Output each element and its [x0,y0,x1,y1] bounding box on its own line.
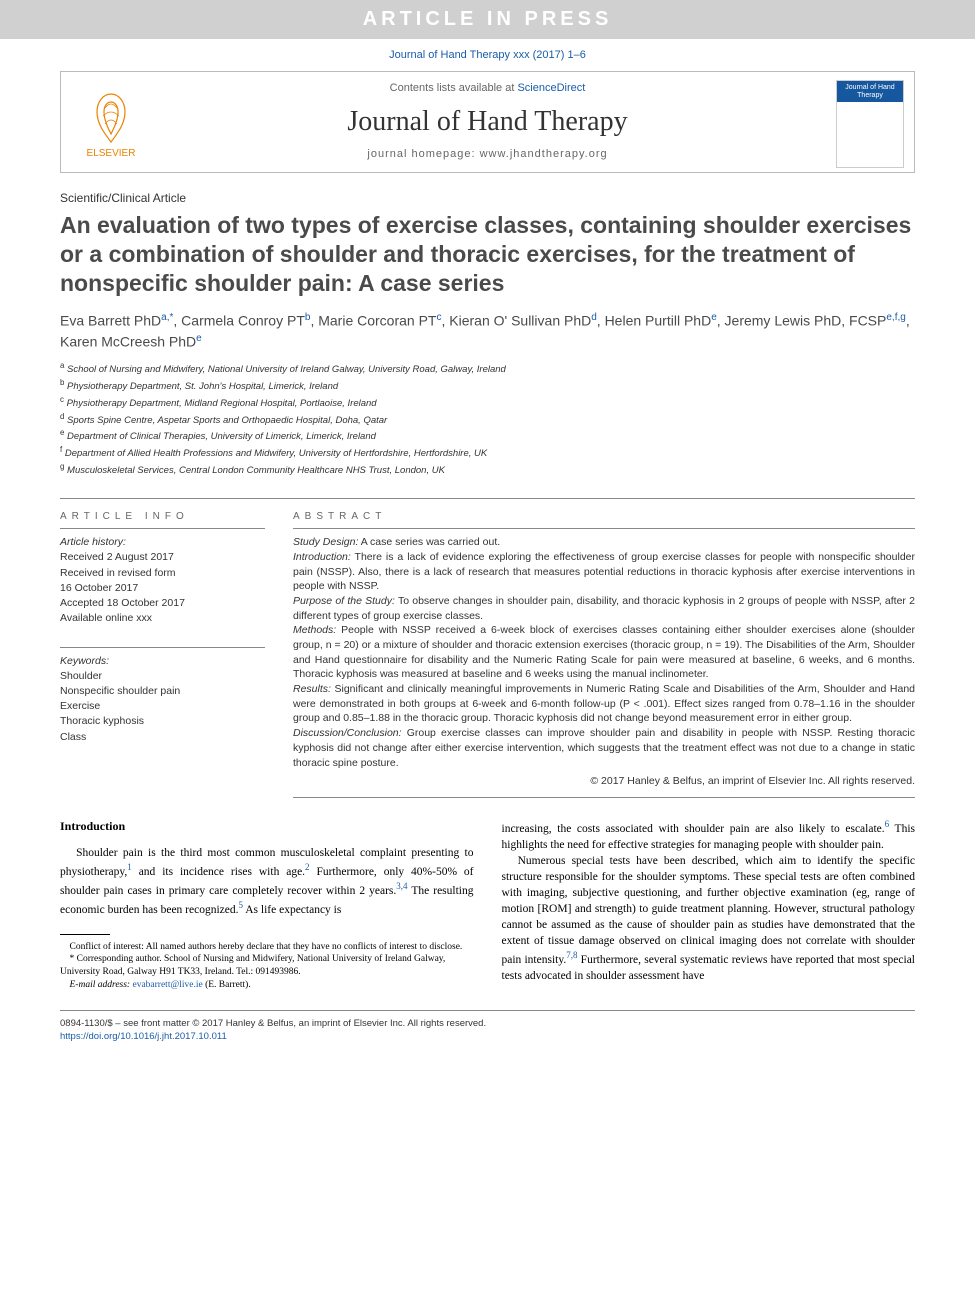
intro-paragraph-2: increasing, the costs associated with sh… [502,818,916,853]
journal-masthead: ELSEVIER Journal of Hand Therapy Content… [60,71,915,173]
journal-title: Journal of Hand Therapy [171,106,804,138]
keywords-block: Keywords: ShoulderNonspecific shoulder p… [60,654,265,745]
journal-homepage: journal homepage: www.jhandtherapy.org [171,148,804,160]
conflict-of-interest: Conflict of interest: All named authors … [60,941,474,954]
doi-link[interactable]: https://doi.org/10.1016/j.jht.2017.10.01… [60,1030,915,1043]
abstract-head: ABSTRACT [293,511,915,529]
footnote-rule [60,934,110,935]
intro-paragraph-1: Shoulder pain is the third most common m… [60,845,474,918]
introduction-heading: Introduction [60,818,474,835]
article-info-column: ARTICLE INFO Article history: Received 2… [60,511,265,798]
elsevier-logo: ELSEVIER [76,90,146,159]
journal-cover-thumbnail: Journal of Hand Therapy [836,80,904,168]
sciencedirect-link[interactable]: ScienceDirect [517,82,585,94]
article-info-head: ARTICLE INFO [60,511,265,529]
authors-list: Eva Barrett PhDa,*, Carmela Conroy PTb, … [60,311,915,352]
affiliations-list: a School of Nursing and Midwifery, Natio… [60,360,915,478]
intro-paragraph-3: Numerous special tests have been describ… [502,853,916,985]
abstract-column: ABSTRACT Study Design: A case series was… [293,511,915,798]
body-right-column: increasing, the costs associated with sh… [502,818,916,992]
contents-line: Contents lists available at ScienceDirec… [171,82,804,94]
front-matter-line: 0894-1130/$ – see front matter © 2017 Ha… [60,1017,915,1030]
footnotes: Conflict of interest: All named authors … [60,941,474,992]
citation-line: Journal of Hand Therapy xxx (2017) 1–6 [0,39,975,71]
article-in-press-banner: ARTICLE IN PRESS [0,0,975,39]
email-line: E-mail address: evabarrett@live.ie (E. B… [60,979,474,992]
article-type: Scientific/Clinical Article [60,191,915,205]
article-title: An evaluation of two types of exercise c… [60,211,915,297]
corresponding-author: * Corresponding author. School of Nursin… [60,953,474,979]
author-email[interactable]: evabarrett@live.ie [132,980,202,990]
abstract-body: Study Design: A case series was carried … [293,535,915,798]
article-history: Article history: Received 2 August 2017R… [60,535,265,626]
page-footer: 0894-1130/$ – see front matter © 2017 Ha… [60,1010,915,1044]
body-columns: Introduction Shoulder pain is the third … [60,818,915,992]
body-left-column: Introduction Shoulder pain is the third … [60,818,474,992]
